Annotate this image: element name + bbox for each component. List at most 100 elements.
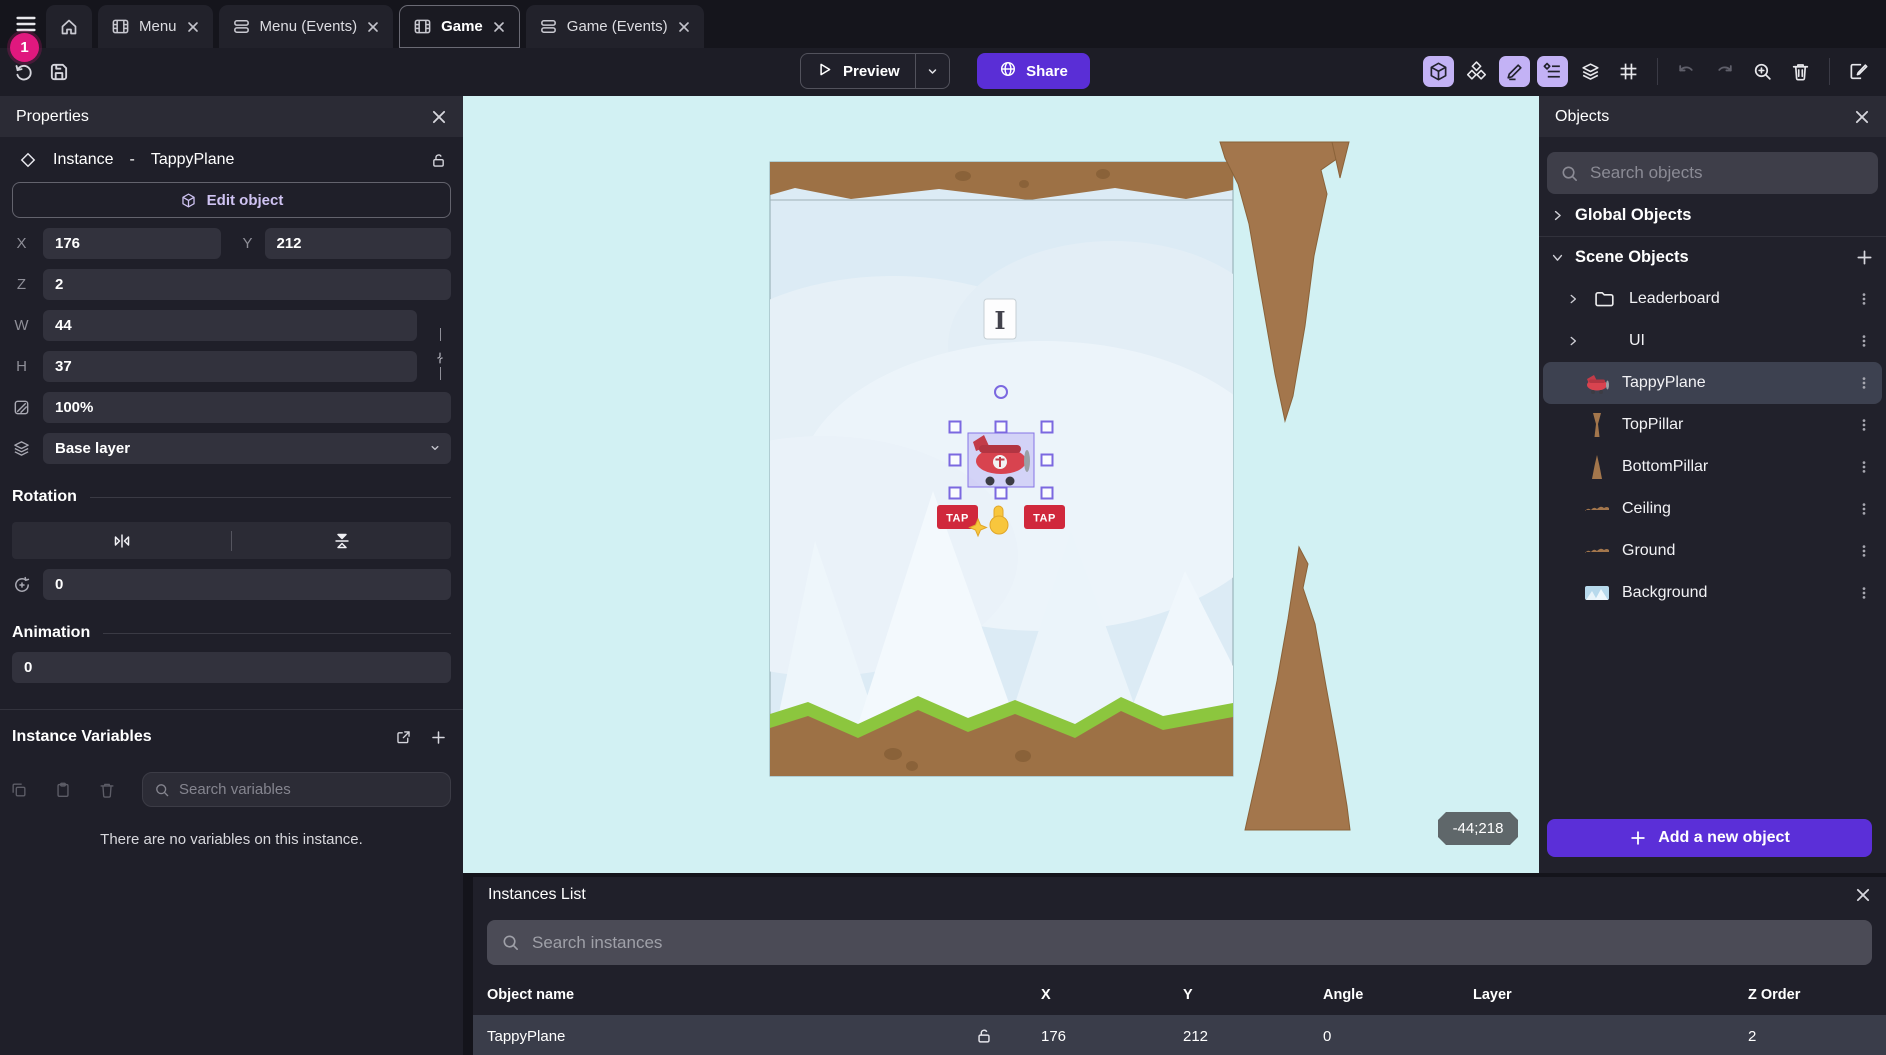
objects-search-input[interactable]	[1590, 163, 1865, 183]
paste-icon[interactable]	[54, 781, 72, 799]
zoom-in-icon[interactable]	[1747, 56, 1778, 87]
resize-handle[interactable]	[948, 486, 962, 500]
object-item-tappyplane[interactable]: TappyPlane	[1543, 362, 1882, 404]
instance-table-row[interactable]: TappyPlane 176 212 0 2	[473, 1015, 1886, 1055]
resize-handle[interactable]	[994, 420, 1008, 434]
mountain	[770, 541, 888, 756]
save-icon[interactable]	[48, 61, 70, 83]
global-objects-group[interactable]: Global Objects	[1539, 194, 1886, 236]
objects-blocks-icon[interactable]	[1461, 56, 1492, 87]
tab-game-events[interactable]: Game (Events)	[525, 5, 704, 48]
object-item-leaderboard[interactable]: Leaderboard	[1543, 278, 1882, 320]
top-pillar-instance[interactable]	[1219, 141, 1342, 423]
tap-left-instance[interactable]: TAP	[937, 505, 978, 529]
chevron-right-icon[interactable]	[1567, 293, 1579, 305]
hamburger-menu-icon[interactable]	[10, 8, 42, 40]
flip-horizontal-button[interactable]	[12, 531, 231, 551]
link-dimensions-icon[interactable]	[433, 351, 447, 365]
plane-thumbnail-icon	[1583, 371, 1611, 395]
lock-open-icon[interactable]	[975, 1027, 993, 1045]
add-new-object-button[interactable]: Add a new object	[1547, 819, 1872, 857]
scene-editor-canvas[interactable]: I	[463, 96, 1539, 873]
tappy-plane-instance[interactable]	[967, 432, 1035, 488]
close-properties-icon[interactable]	[431, 109, 447, 125]
tab-home[interactable]	[46, 5, 92, 48]
delete-variable-icon[interactable]	[98, 781, 116, 799]
bottom-pillar-instance[interactable]	[1244, 545, 1351, 831]
y-input[interactable]	[264, 228, 451, 259]
width-input[interactable]	[43, 310, 417, 341]
edit-object-button[interactable]: Edit object	[12, 182, 451, 218]
resize-handle[interactable]	[994, 486, 1008, 500]
opacity-input[interactable]	[43, 392, 451, 423]
open-variables-icon[interactable]	[395, 729, 412, 746]
close-tab-icon[interactable]	[186, 20, 200, 34]
height-input[interactable]	[43, 351, 417, 382]
tab-menu-events[interactable]: Menu (Events)	[218, 5, 394, 48]
close-tab-icon[interactable]	[492, 20, 506, 34]
layers-icon[interactable]	[1575, 56, 1606, 87]
resize-handle[interactable]	[1040, 486, 1054, 500]
instance-properties-icon[interactable]	[1537, 56, 1568, 87]
add-object-icon[interactable]	[1855, 248, 1874, 267]
x-input[interactable]	[43, 228, 221, 259]
undo-icon[interactable]	[1671, 56, 1702, 87]
variables-search-input[interactable]	[179, 781, 439, 798]
resize-handle[interactable]	[948, 453, 962, 467]
object-item-ui[interactable]: UI	[1543, 320, 1882, 362]
selection-handles[interactable]	[948, 385, 1054, 500]
object-item-toppillar[interactable]: TopPillar	[1543, 404, 1882, 446]
object-item-bottompillar[interactable]: BottomPillar	[1543, 446, 1882, 488]
rotate-handle[interactable]	[994, 385, 1008, 399]
animation-input[interactable]	[12, 652, 451, 683]
notification-badge[interactable]: 1	[10, 33, 39, 62]
preview-dropdown-caret[interactable]	[914, 54, 949, 88]
object-item-ceiling[interactable]: Ceiling	[1543, 488, 1882, 530]
object-item-background[interactable]: Background	[1543, 572, 1882, 614]
share-button[interactable]: Share	[977, 53, 1090, 89]
delete-icon[interactable]	[1785, 56, 1816, 87]
close-tab-icon[interactable]	[677, 20, 691, 34]
resize-handle[interactable]	[948, 420, 962, 434]
history-icon[interactable]	[13, 61, 35, 83]
kebab-menu-icon[interactable]	[1856, 543, 1872, 559]
scene-objects-group[interactable]: Scene Objects	[1539, 236, 1886, 278]
plane-wheel	[1005, 476, 1015, 486]
close-tab-icon[interactable]	[366, 20, 380, 34]
copy-icon[interactable]	[10, 781, 28, 799]
object-item-ground[interactable]: Ground	[1543, 530, 1882, 572]
tap-hand-instance[interactable]	[968, 505, 1009, 538]
tab-menu[interactable]: Menu	[98, 5, 213, 48]
resize-handle[interactable]	[1040, 453, 1054, 467]
chevron-right-icon[interactable]	[1567, 335, 1579, 347]
edit-events-icon[interactable]	[1843, 56, 1874, 87]
grid-icon[interactable]	[1613, 56, 1644, 87]
tap-right-instance[interactable]: TAP	[1024, 505, 1065, 529]
add-variable-icon[interactable]	[430, 729, 447, 746]
resize-handle[interactable]	[1040, 420, 1054, 434]
kebab-menu-icon[interactable]	[1856, 375, 1872, 391]
tab-game[interactable]: Game	[399, 5, 520, 48]
edit-mode-icon[interactable]	[1499, 56, 1530, 87]
instances-search-input[interactable]	[532, 932, 1858, 953]
kebab-menu-icon[interactable]	[1856, 417, 1872, 433]
tab-label: Game (Events)	[566, 18, 668, 35]
rotation-input[interactable]	[43, 569, 451, 600]
close-instances-icon[interactable]	[1855, 887, 1871, 903]
card-instance[interactable]: I	[983, 298, 1017, 340]
lock-open-icon[interactable]	[430, 152, 447, 169]
ceiling[interactable]	[770, 162, 1233, 200]
close-objects-icon[interactable]	[1854, 109, 1870, 125]
kebab-menu-icon[interactable]	[1856, 291, 1872, 307]
ground-dirt[interactable]	[770, 710, 1233, 776]
redo-icon[interactable]	[1709, 56, 1740, 87]
flip-vertical-button[interactable]	[232, 531, 451, 551]
kebab-menu-icon[interactable]	[1856, 333, 1872, 349]
3d-view-icon[interactable]	[1423, 56, 1454, 87]
layer-select[interactable]	[43, 433, 451, 464]
preview-button[interactable]: Preview	[800, 53, 950, 89]
kebab-menu-icon[interactable]	[1856, 459, 1872, 475]
kebab-menu-icon[interactable]	[1856, 585, 1872, 601]
kebab-menu-icon[interactable]	[1856, 501, 1872, 517]
z-input[interactable]	[43, 269, 451, 300]
